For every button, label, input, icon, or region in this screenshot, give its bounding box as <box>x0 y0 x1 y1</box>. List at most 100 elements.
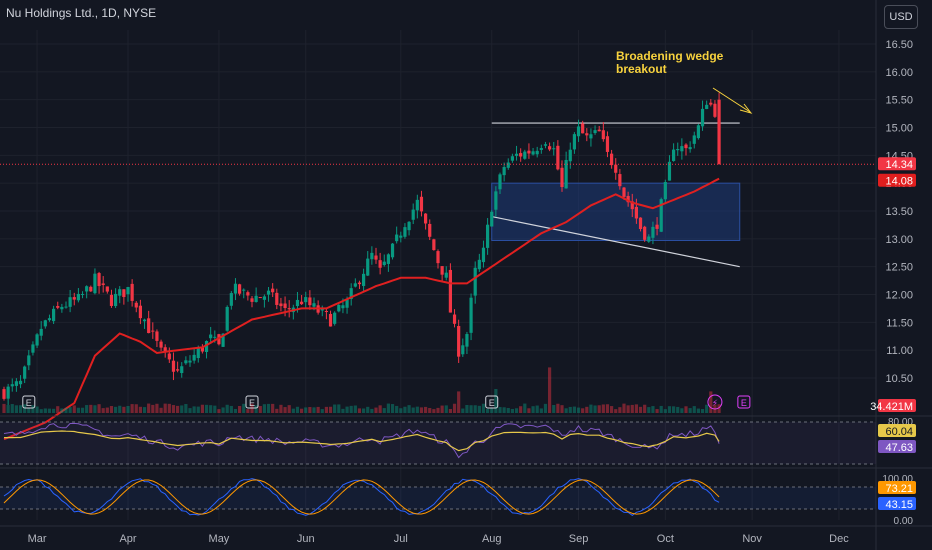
volume-bar <box>262 404 266 413</box>
volume-bar <box>494 389 498 413</box>
volume-bar <box>659 405 663 413</box>
stoch-d-line <box>3 479 720 515</box>
candles <box>2 92 721 405</box>
candle-body <box>14 381 18 386</box>
candle-body <box>519 153 523 157</box>
volume-bar <box>27 407 31 413</box>
volume-bar <box>43 408 47 413</box>
date-axis: Mar Apr May Jun Jul Aug Sep Oct Nov Dec <box>28 533 850 545</box>
volume-bar <box>411 407 415 413</box>
volume-bar <box>473 405 477 413</box>
volume-bar <box>254 405 258 413</box>
volume-bar <box>663 409 667 413</box>
volume-bar <box>23 404 27 413</box>
volume-bar <box>667 406 672 413</box>
volume-bar <box>324 406 328 413</box>
candle-body <box>717 99 721 165</box>
volume-bar <box>688 408 692 413</box>
volume-bar <box>382 408 386 413</box>
dividend-marker-label: ⚡ <box>712 398 718 408</box>
candle-body <box>357 282 362 285</box>
volume-bar <box>184 404 188 413</box>
candle-body <box>514 153 519 156</box>
date-tick-label: Jul <box>394 533 408 545</box>
volume-bar <box>109 406 114 413</box>
candle-body <box>672 149 676 162</box>
price-tick-label: 15.00 <box>885 123 913 135</box>
candle-body <box>341 305 345 309</box>
candle-body <box>180 366 184 374</box>
volume-bar <box>246 409 250 413</box>
volume-bar <box>630 404 634 413</box>
volume-bar <box>341 408 345 413</box>
candle-body <box>659 199 663 232</box>
candle-body <box>89 286 93 292</box>
volume-bar <box>407 405 411 413</box>
stoch-k-value-tag <box>878 497 916 510</box>
price-tick-label: 13.50 <box>885 206 913 218</box>
candle-body <box>572 134 576 150</box>
volume-bar <box>138 406 142 413</box>
volume-bar <box>349 405 353 413</box>
candle-body <box>147 318 151 334</box>
volume-bar <box>362 408 366 413</box>
volume-bar <box>295 406 300 413</box>
volume-bar <box>337 404 341 413</box>
candle-body <box>585 133 589 136</box>
candle-body <box>221 333 225 347</box>
candle-body <box>415 199 419 211</box>
symbol-title[interactable]: Nu Holdings Ltd., 1D, NYSE <box>6 6 157 20</box>
candle-body <box>481 247 486 263</box>
volume-bar <box>217 409 221 413</box>
candle-body <box>552 148 556 150</box>
volume-bar <box>572 406 576 413</box>
volume-bar <box>155 403 159 413</box>
candle-body <box>548 146 552 150</box>
volume-bar <box>366 406 370 413</box>
volume-bar <box>97 404 101 413</box>
candle-body <box>229 293 233 306</box>
candle-body <box>126 287 130 295</box>
volume-bar <box>287 405 291 413</box>
candle-body <box>477 259 481 270</box>
candle-body <box>35 334 39 346</box>
earnings-marker <box>737 395 751 409</box>
volume-bar <box>448 408 452 413</box>
candle-body <box>448 269 452 313</box>
volume-bar <box>14 405 18 413</box>
volume-bar <box>357 408 362 413</box>
date-tick-label: Apr <box>119 533 136 545</box>
candle-body <box>246 292 250 296</box>
candle-body <box>523 151 527 159</box>
candle-body <box>200 346 204 352</box>
volume-bar <box>163 403 167 413</box>
candle-body <box>539 148 543 150</box>
volume-bar <box>576 407 581 413</box>
candle-body <box>506 162 510 168</box>
candle-body <box>142 319 147 322</box>
candle-body <box>663 182 667 200</box>
volume-bar <box>481 403 486 413</box>
volume-bar <box>312 407 316 413</box>
volume-bar <box>506 407 510 413</box>
volume-bar <box>514 408 519 413</box>
volume-bar <box>52 408 56 413</box>
candle-body <box>337 304 341 312</box>
candle-body <box>254 295 258 302</box>
stoch-tick-label: 0.00 <box>894 516 914 527</box>
candle-body <box>564 159 568 189</box>
candle-body <box>535 150 539 155</box>
currency-button[interactable]: USD <box>884 5 918 29</box>
candle-body <box>271 288 275 293</box>
candle-body <box>134 302 138 308</box>
volume-bar <box>655 409 659 413</box>
volume-bar <box>72 405 76 413</box>
candle-body <box>209 334 213 339</box>
rsi-ma-line <box>4 430 720 452</box>
volume-bar <box>552 404 556 413</box>
volume-bar <box>672 406 676 413</box>
candle-body <box>167 353 171 360</box>
candle-body <box>171 360 176 372</box>
candle-body <box>581 123 585 134</box>
